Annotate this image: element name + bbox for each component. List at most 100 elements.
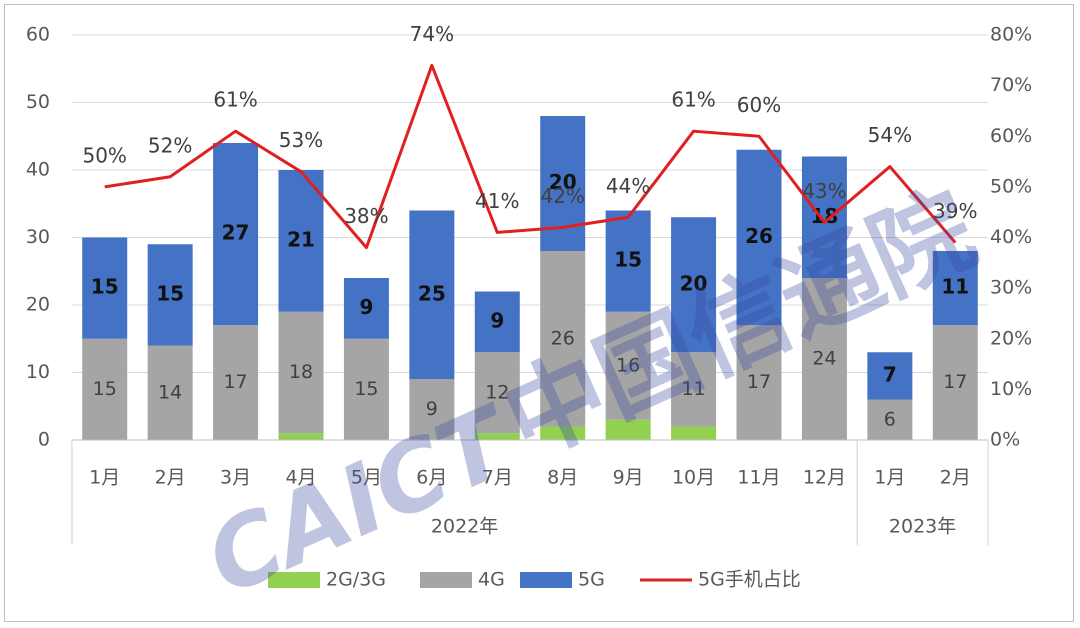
y2-tick-label: 70% (990, 74, 1032, 96)
y2-tick-label: 30% (990, 277, 1032, 299)
bar-label-4g: 17 (943, 371, 967, 393)
y2-tick-label: 40% (990, 226, 1032, 248)
bar-2g-3g (605, 419, 651, 440)
line-label: 54% (868, 123, 912, 147)
x-tick-label: 3月 (220, 467, 251, 489)
legend-label: 5G手机占比 (698, 569, 801, 591)
bar-5g (343, 278, 389, 339)
bar-label-5g: 27 (222, 221, 250, 245)
bar-label-5g: 26 (745, 224, 773, 248)
bar-5g (278, 170, 324, 312)
bar-5g (474, 291, 520, 353)
bar-5g (409, 210, 455, 380)
bar-label-4g: 6 (884, 408, 896, 430)
line-label: 53% (279, 128, 323, 152)
y-tick-label: 10 (26, 361, 50, 383)
bar-label-4g: 9 (426, 398, 438, 420)
bar-4g (605, 311, 651, 420)
bar-label-5g: 25 (418, 281, 446, 305)
x-group-label: 2022年 (431, 516, 498, 538)
bar-5g (605, 210, 651, 312)
bar-label-5g: 20 (549, 170, 577, 194)
y2-tick-label: 10% (990, 378, 1032, 400)
x-tick-label: 12月 (803, 467, 846, 489)
bar-label-5g: 20 (680, 271, 708, 295)
x-tick-label: 10月 (672, 467, 715, 489)
bar-5g (213, 143, 259, 326)
line-label: 74% (410, 22, 454, 46)
bar-5g (801, 156, 847, 278)
bar-4g (867, 399, 913, 440)
x-tick-label: 11月 (737, 467, 780, 489)
bar-label-4g: 17 (223, 371, 247, 393)
line-label: 50% (82, 143, 126, 167)
bar-4g (213, 325, 259, 440)
x-tick-label: 1月 (874, 467, 905, 489)
bar-4g (932, 325, 978, 440)
x-tick-label: 2月 (940, 467, 971, 489)
y-tick-label: 20 (26, 294, 50, 316)
y2-tick-label: 50% (990, 175, 1032, 197)
bar-label-5g: 15 (91, 275, 119, 299)
bar-5g (736, 149, 782, 326)
bar-label-4g: 26 (551, 327, 575, 349)
bar-5g (147, 244, 193, 346)
x-tick-label: 9月 (613, 467, 644, 489)
bar-4g (474, 352, 520, 434)
bar-label-5g: 15 (156, 281, 184, 305)
bar-label-4g: 11 (681, 378, 705, 400)
bar-4g (671, 352, 717, 427)
x-tick-label: 6月 (416, 467, 447, 489)
bar-label-5g: 15 (614, 248, 642, 272)
bar-4g (278, 311, 324, 434)
line-label: 44% (606, 174, 650, 198)
bar-label-4g: 15 (93, 378, 117, 400)
bar-4g (343, 338, 389, 440)
line-label: 42% (540, 184, 584, 208)
bar-2g-3g (671, 426, 717, 440)
bar-label-4g: 17 (747, 371, 771, 393)
line-label: 61% (213, 88, 257, 112)
y-tick-label: 30 (26, 226, 50, 248)
y-tick-label: 0 (38, 429, 50, 451)
x-group-label: 2023年 (889, 516, 956, 538)
bar-5g (867, 352, 913, 400)
line-label: 60% (737, 93, 781, 117)
bar-label-4g: 18 (289, 361, 313, 383)
bar-2g-3g (278, 433, 324, 440)
legend-label: 4G (478, 569, 505, 591)
x-tick-label: 4月 (285, 467, 316, 489)
y2-tick-label: 20% (990, 327, 1032, 349)
bar-label-4g: 15 (354, 378, 378, 400)
line-label: 38% (344, 204, 388, 228)
bar-label-5g: 11 (941, 275, 969, 299)
legend-label: 5G (578, 569, 605, 591)
x-tick-label: 2月 (155, 467, 186, 489)
bar-2g-3g (474, 433, 520, 440)
line-label: 39% (933, 199, 977, 223)
bar-5g (932, 251, 978, 326)
line-label: 52% (148, 133, 192, 157)
line-5g-share (104, 63, 957, 250)
legend-label: 2G/3G (326, 569, 386, 591)
line-label: 61% (671, 88, 715, 112)
bar-4g (801, 278, 847, 440)
y2-tick-label: 80% (990, 24, 1032, 46)
y2-tick-label: 60% (990, 125, 1032, 147)
x-tick-label: 7月 (482, 467, 513, 489)
bar-label-5g: 7 (883, 362, 897, 386)
bar-4g (147, 345, 193, 440)
legend-item: 2G/3G (268, 569, 386, 591)
bar-4g (736, 325, 782, 440)
y-tick-label: 50 (26, 91, 50, 113)
bar-label-4g: 14 (158, 381, 182, 403)
bar-label-5g: 9 (490, 308, 504, 332)
y2-tick-label: 0% (990, 429, 1020, 451)
legend-swatch (420, 572, 472, 588)
bar-label-4g: 16 (616, 354, 640, 376)
bar-2g-3g (540, 426, 586, 440)
bar-label-4g: 24 (812, 348, 836, 370)
legend-swatch (520, 572, 572, 588)
bar-4g (82, 338, 128, 440)
